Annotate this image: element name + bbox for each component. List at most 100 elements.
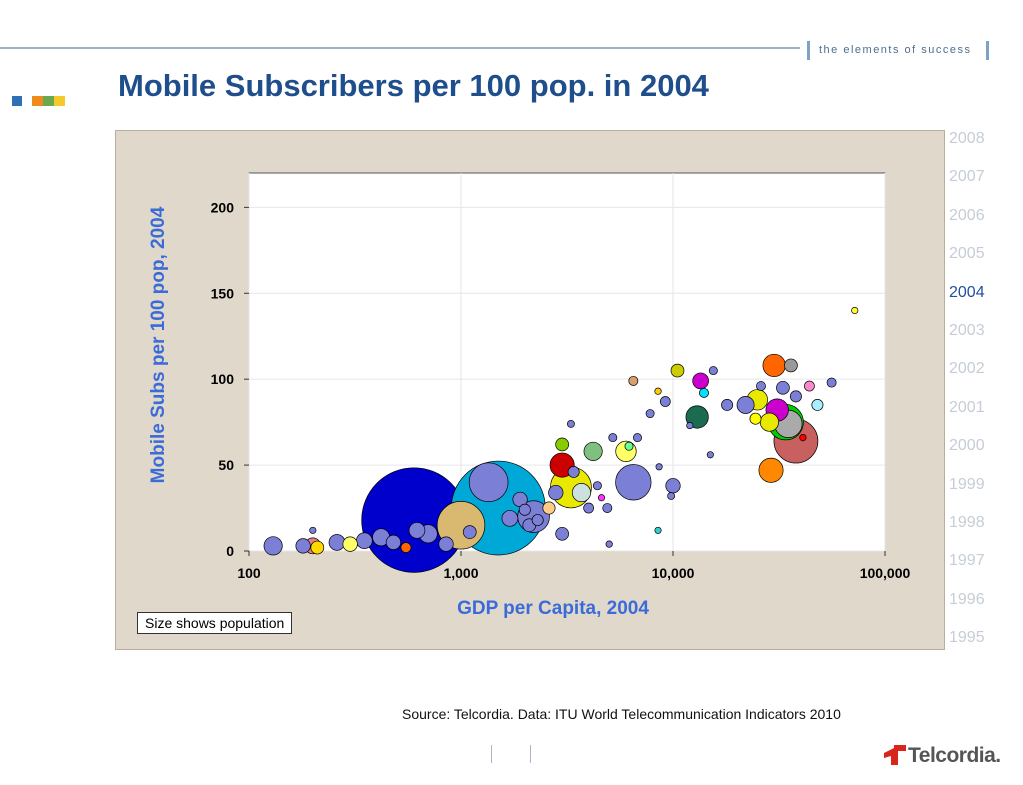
bubble-point[interactable]: [851, 306, 859, 315]
bubble-point[interactable]: [654, 387, 662, 395]
year-option-2001[interactable]: 2001: [949, 398, 985, 416]
bubble-point[interactable]: [592, 481, 602, 491]
year-option-2008[interactable]: 2008: [949, 130, 985, 147]
year-option-2002[interactable]: 2002: [949, 360, 985, 378]
bubble-point[interactable]: [776, 380, 790, 395]
bubble-point[interactable]: [736, 396, 755, 414]
bubble-point[interactable]: [571, 483, 591, 503]
bubble-point[interactable]: [295, 538, 311, 554]
bubble-point[interactable]: [654, 526, 662, 534]
bubble-point[interactable]: [468, 462, 509, 503]
year-option-2004[interactable]: 2004: [949, 283, 985, 301]
size-legend-note: Size shows population: [137, 612, 293, 634]
brand-square-yellow: [54, 96, 65, 106]
tagline: the elements of success: [819, 44, 972, 56]
tagline-bar-right: [986, 41, 989, 60]
bubbles: [263, 306, 859, 573]
bubble-point[interactable]: [605, 540, 613, 548]
bubble-point[interactable]: [583, 502, 595, 514]
bubble-point[interactable]: [531, 514, 544, 527]
bubble-point[interactable]: [749, 412, 762, 425]
bubble-point[interactable]: [804, 380, 815, 392]
year-option-1996[interactable]: 1996: [949, 590, 985, 608]
bubble-point[interactable]: [597, 494, 606, 502]
bubble-point[interactable]: [263, 536, 283, 556]
bubble-point[interactable]: [706, 451, 714, 459]
x-axis-label: GDP per Capita, 2004: [457, 598, 649, 619]
bubble-point[interactable]: [692, 372, 709, 390]
bubble-point[interactable]: [542, 501, 556, 515]
bubble-point[interactable]: [518, 503, 531, 516]
year-option-1997[interactable]: 1997: [949, 552, 985, 570]
bubble-point[interactable]: [608, 433, 618, 443]
bubble-point[interactable]: [811, 398, 824, 411]
y-axis-label: Mobile Subs per 100 pop, 2004: [148, 206, 169, 484]
bubble-point[interactable]: [328, 534, 346, 551]
bubble-point[interactable]: [659, 396, 671, 407]
bubble-point[interactable]: [567, 465, 580, 478]
bubble-point[interactable]: [602, 503, 613, 513]
bubble-point[interactable]: [555, 526, 569, 541]
bubble-point[interactable]: [756, 381, 766, 391]
bubble-point[interactable]: [567, 419, 575, 428]
bubble-point[interactable]: [665, 478, 681, 494]
y-tick-label: 50: [218, 457, 234, 473]
year-option-2000[interactable]: 2000: [949, 437, 985, 455]
bubble-point[interactable]: [784, 358, 798, 373]
year-option-2007[interactable]: 2007: [949, 168, 985, 186]
bubble-point[interactable]: [615, 464, 652, 501]
brand-square-green: [43, 96, 54, 106]
bubble-point[interactable]: [628, 375, 639, 386]
telcordia-logo-text: Telcordia.: [908, 744, 1001, 767]
bubble-point[interactable]: [826, 377, 837, 388]
page-title: Mobile Subscribers per 100 pop. in 2004: [118, 68, 709, 103]
bubble-point[interactable]: [762, 353, 786, 378]
bubble-point[interactable]: [645, 409, 655, 418]
x-tick-label: 1,000: [443, 565, 478, 581]
year-option-1998[interactable]: 1998: [949, 513, 985, 531]
bubble-point[interactable]: [356, 532, 373, 549]
bubble-point[interactable]: [759, 412, 779, 432]
year-option-2005[interactable]: 2005: [949, 245, 985, 263]
bubble-point[interactable]: [667, 492, 676, 500]
x-tick-label: 10,000: [652, 565, 695, 581]
bubble-point[interactable]: [309, 526, 317, 534]
y-tick-label: 200: [211, 199, 235, 215]
telcordia-logo-icon: [884, 745, 906, 765]
header-rule: [0, 47, 800, 49]
bubble-point[interactable]: [789, 390, 802, 403]
bubble-point[interactable]: [462, 525, 477, 539]
bubble-point[interactable]: [408, 522, 426, 539]
bubble-point[interactable]: [310, 540, 325, 555]
bubble-point[interactable]: [686, 422, 694, 430]
bubble-point[interactable]: [438, 536, 454, 552]
bubble-point[interactable]: [501, 510, 519, 527]
bubble-point[interactable]: [555, 437, 569, 452]
bubble-point[interactable]: [670, 363, 685, 378]
y-tick-label: 100: [211, 371, 235, 387]
bubble-point[interactable]: [699, 387, 709, 398]
bubble-point[interactable]: [655, 463, 663, 471]
year-option-2006[interactable]: 2006: [949, 206, 985, 224]
x-tick-label: 100: [237, 565, 261, 581]
bubble-point[interactable]: [624, 441, 634, 451]
bubble-point[interactable]: [708, 366, 718, 376]
bubble-point[interactable]: [385, 534, 402, 551]
y-tick-label: 0: [226, 543, 234, 559]
bubble-point[interactable]: [758, 457, 784, 483]
year-slider[interactable]: 2008 2007 2006 2005 2004 2003 2002 2001 2000 1999…: [946, 127, 996, 664]
bubble-point[interactable]: [342, 536, 358, 552]
bubble-point[interactable]: [548, 484, 564, 501]
bubble-point[interactable]: [721, 398, 734, 411]
bubble-point[interactable]: [583, 441, 603, 461]
brand-square-orange: [32, 96, 43, 106]
year-option-2003[interactable]: 2003: [949, 321, 985, 339]
bubble-point[interactable]: [400, 542, 412, 553]
slider-line: [946, 454, 974, 455]
year-option-1995[interactable]: 1995: [949, 629, 985, 647]
bubble-point[interactable]: [633, 433, 642, 443]
y-tick-label: 150: [211, 285, 235, 301]
bubble-point[interactable]: [799, 434, 807, 442]
year-option-1999[interactable]: 1999: [949, 475, 985, 493]
